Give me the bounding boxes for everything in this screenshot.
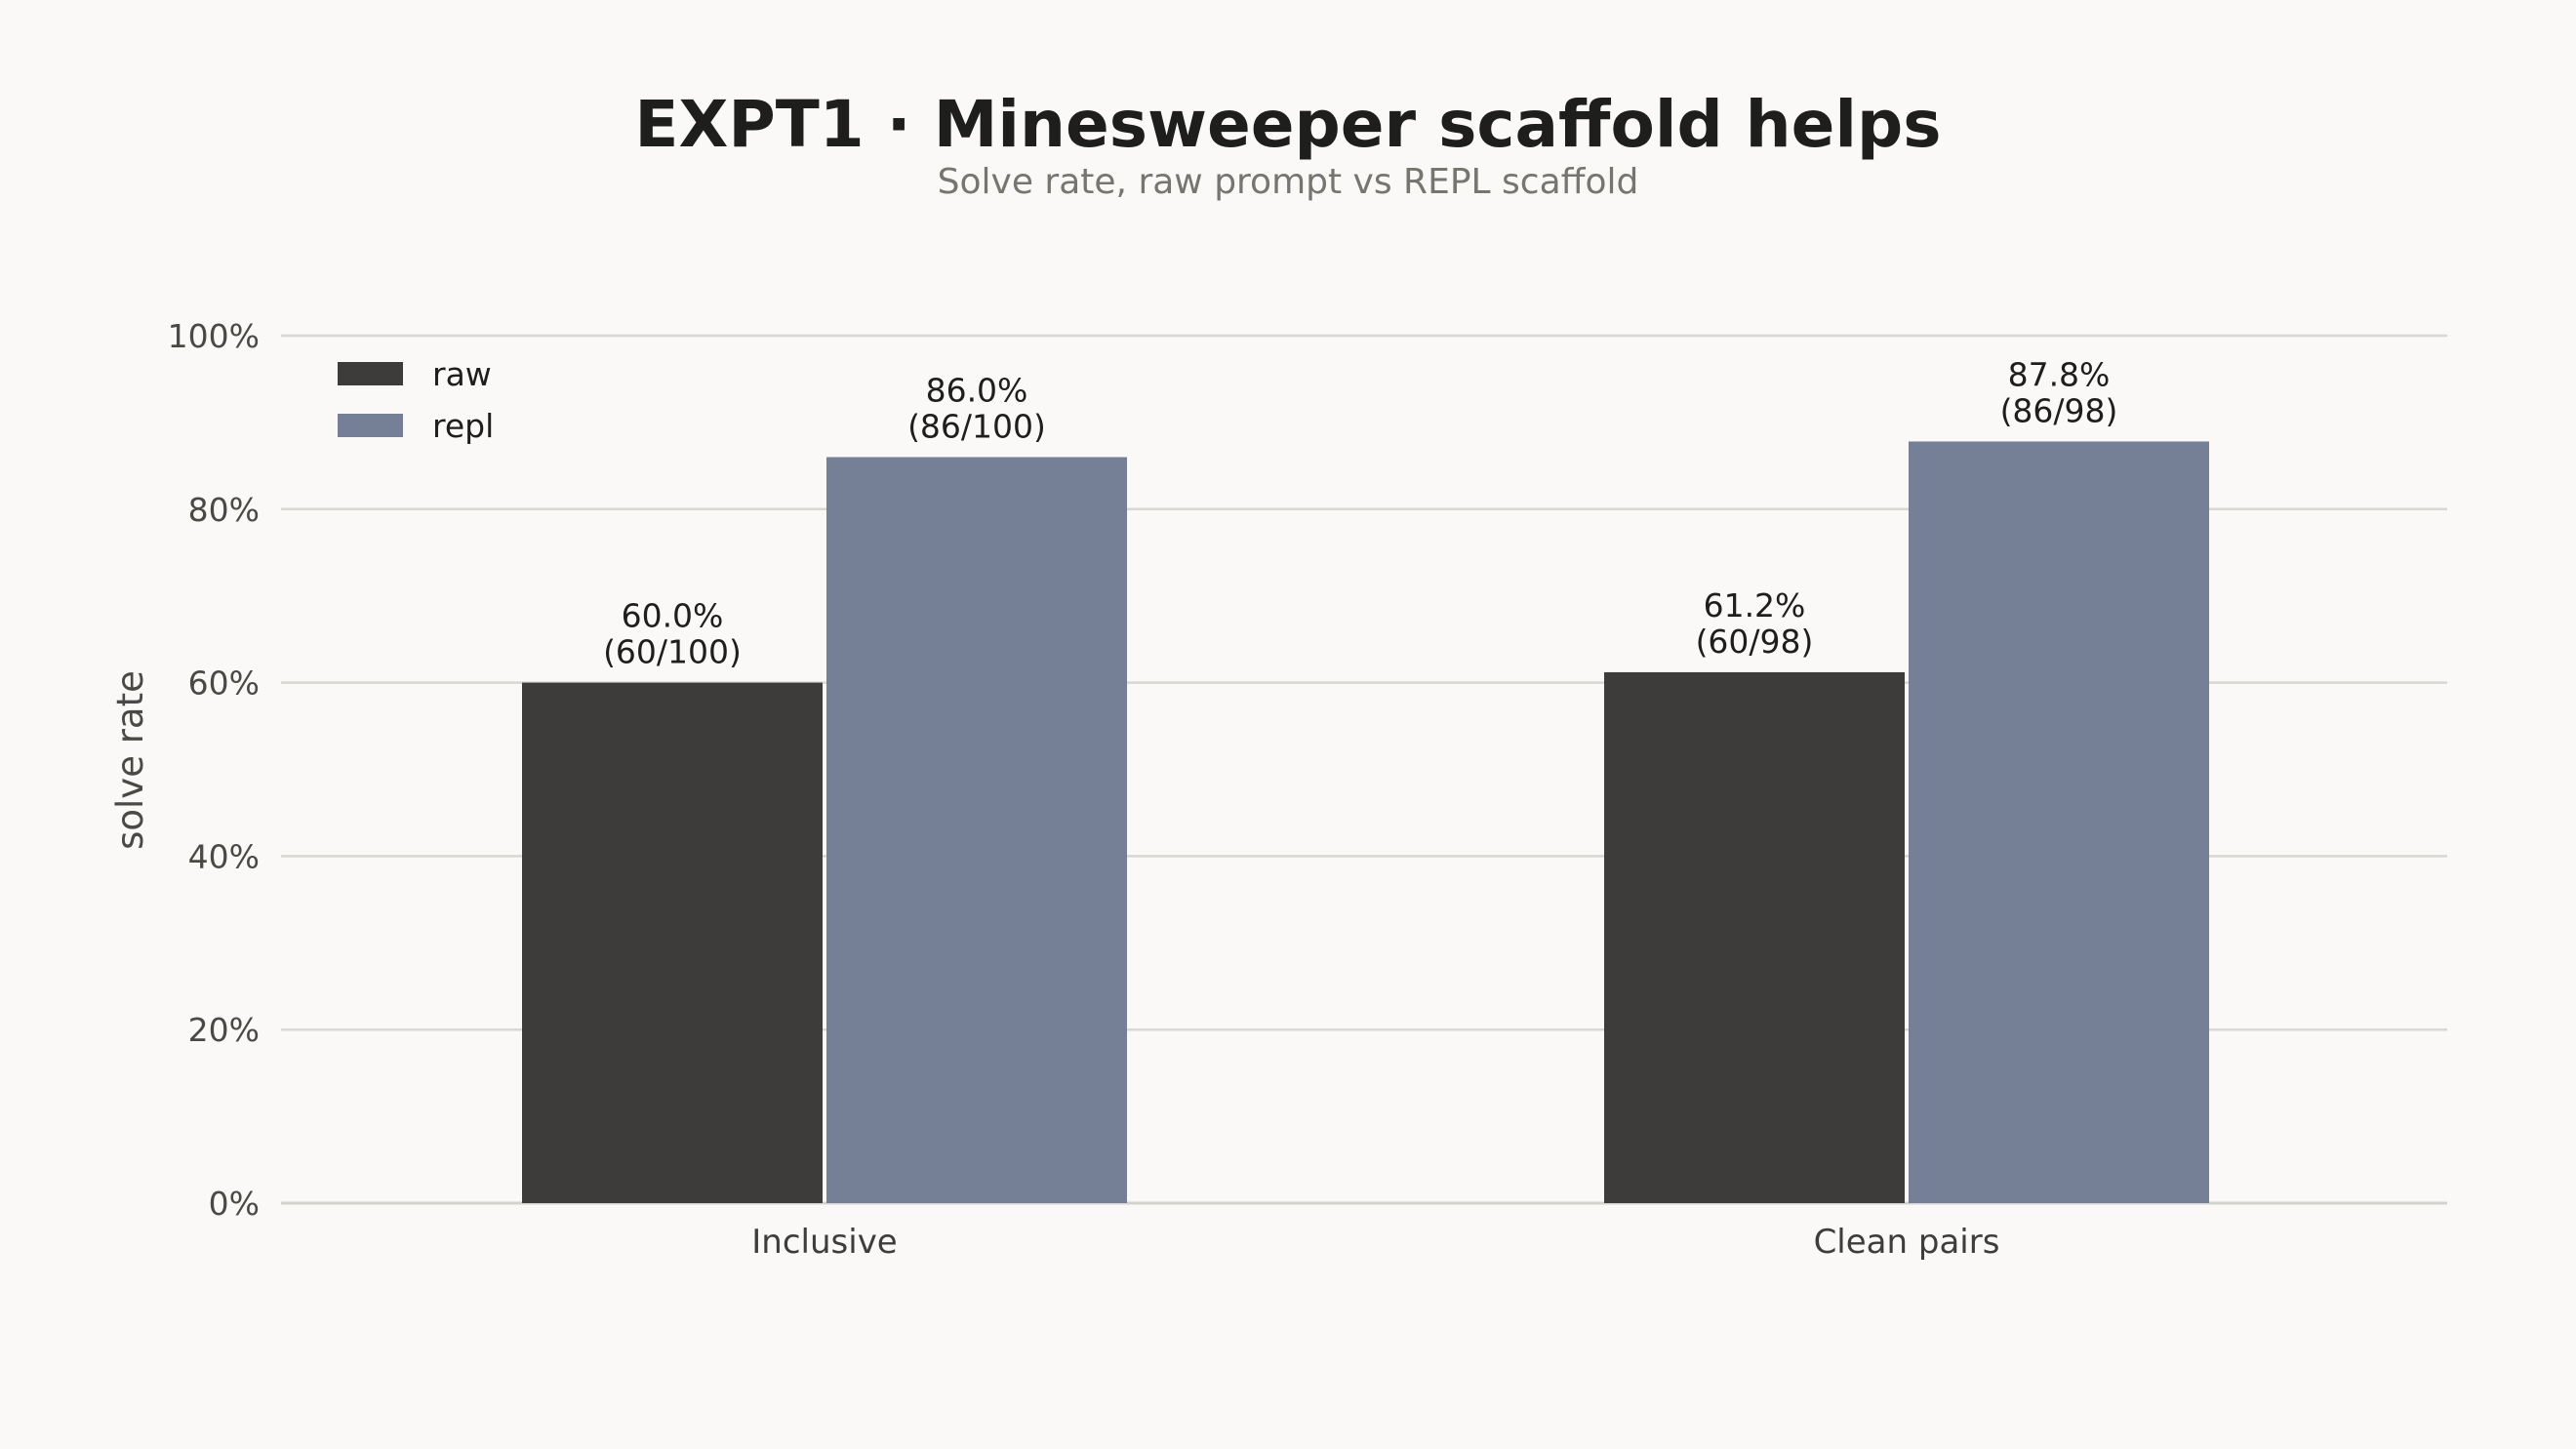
bars <box>522 441 2209 1204</box>
bar-value-label: 61.2% (60/98) <box>1696 586 1814 661</box>
bar-repl-1 <box>1909 441 2209 1203</box>
bar-value-label: 87.8% (86/98) <box>2000 355 2118 429</box>
bar-value-label: 86.0% (86/100) <box>907 371 1046 445</box>
y-tick-label: 80% <box>188 491 260 529</box>
y-axis-ticks: 0% 20% 40% 60% 80% 100% <box>168 317 260 1223</box>
bar-repl-0 <box>826 457 1127 1204</box>
y-tick-label: 20% <box>188 1011 260 1049</box>
y-tick-label: 0% <box>209 1185 260 1223</box>
y-axis-label: solve rate <box>109 670 151 850</box>
y-tick-label: 40% <box>188 837 260 875</box>
legend-swatch-raw <box>338 362 403 385</box>
legend-label-repl: repl <box>432 407 494 445</box>
x-tick-label: Clean pairs <box>1814 1223 2000 1262</box>
y-tick-label: 100% <box>168 317 260 355</box>
x-axis-ticks: Inclusive Clean pairs <box>751 1223 1999 1262</box>
bar-value-label: 60.0% (60/100) <box>603 597 742 671</box>
legend-swatch-repl <box>338 414 403 437</box>
chart-subtitle: Solve rate, raw prompt vs REPL scaffold <box>938 162 1639 202</box>
bar-raw-1 <box>1604 671 1905 1203</box>
legend-label-raw: raw <box>432 355 492 393</box>
legend: raw repl <box>338 355 494 445</box>
chart-title: EXPT1 · Minesweeper scaffold helps <box>634 87 1941 162</box>
x-tick-label: Inclusive <box>751 1223 897 1262</box>
y-tick-label: 60% <box>188 664 260 703</box>
bar-raw-0 <box>522 682 823 1203</box>
bar-value-labels: 60.0% (60/100) 86.0% (86/100) 61.2% (60/98) 87… <box>603 355 2117 670</box>
